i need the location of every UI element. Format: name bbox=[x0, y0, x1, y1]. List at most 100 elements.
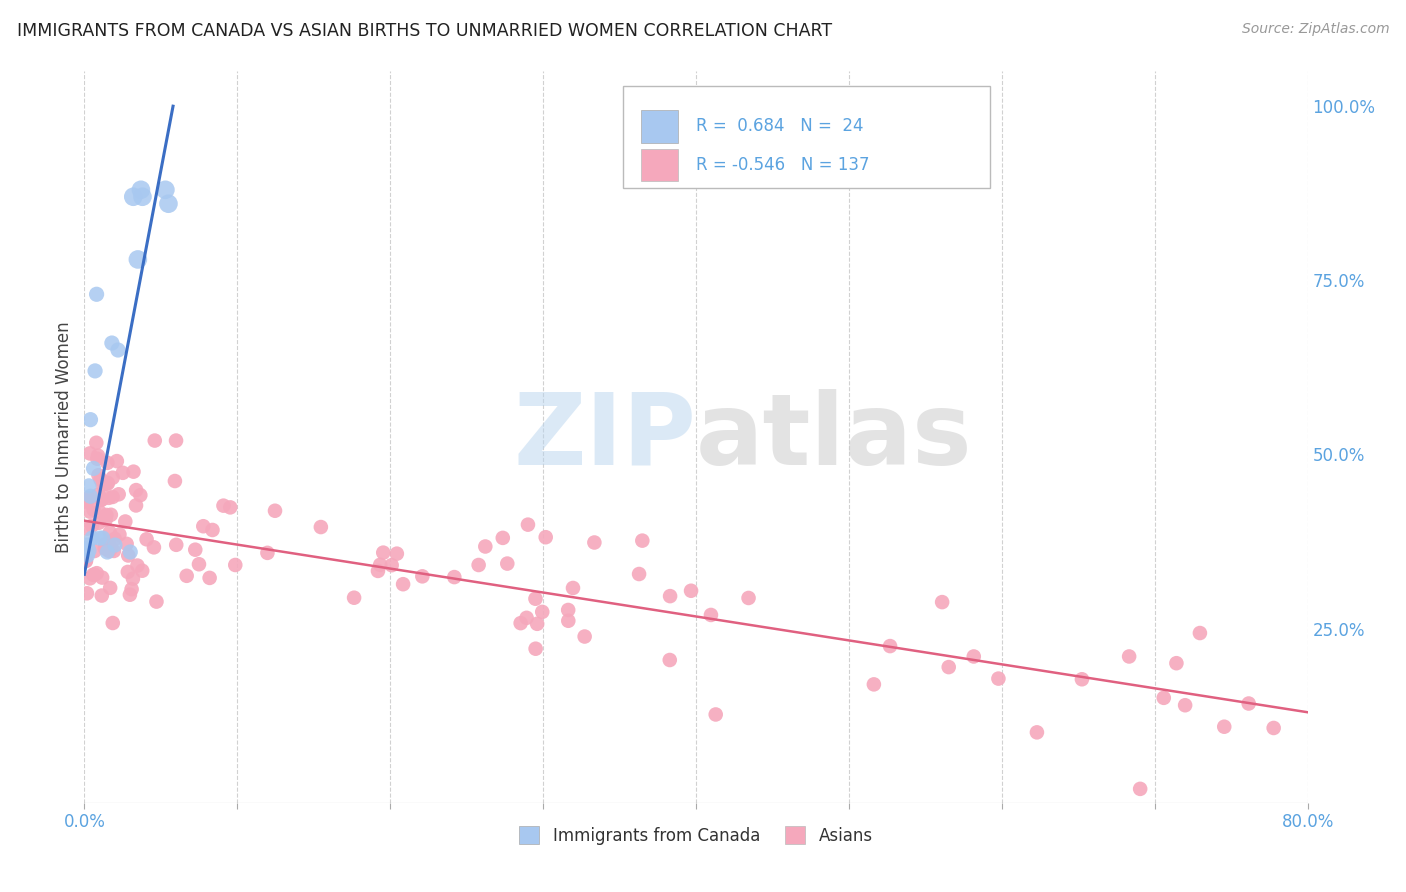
Point bbox=[385, 547, 408, 561]
Point bbox=[122, 190, 145, 204]
Point bbox=[135, 533, 157, 547]
Bar bbox=[641, 110, 678, 143]
Point bbox=[97, 476, 120, 491]
Point bbox=[121, 582, 143, 597]
Point bbox=[97, 537, 120, 551]
Point bbox=[443, 570, 465, 584]
Point bbox=[89, 472, 111, 486]
Point bbox=[91, 478, 114, 492]
Point bbox=[367, 564, 389, 578]
Point bbox=[98, 525, 121, 540]
Point bbox=[309, 520, 332, 534]
Point bbox=[1174, 698, 1197, 713]
Point bbox=[107, 343, 129, 357]
Point bbox=[98, 544, 121, 558]
Point bbox=[1237, 697, 1260, 711]
Point bbox=[100, 541, 122, 556]
Point bbox=[93, 477, 115, 491]
Point bbox=[79, 489, 101, 503]
Point bbox=[373, 546, 395, 560]
Text: Source: ZipAtlas.com: Source: ZipAtlas.com bbox=[1241, 22, 1389, 37]
Point bbox=[103, 544, 125, 558]
Point bbox=[198, 571, 221, 585]
Point bbox=[516, 611, 538, 625]
Text: R =  0.684   N =  24: R = 0.684 N = 24 bbox=[696, 117, 863, 136]
Point bbox=[89, 505, 111, 519]
Point bbox=[104, 538, 127, 552]
Point bbox=[104, 532, 127, 546]
Point bbox=[96, 475, 118, 490]
Point bbox=[115, 537, 138, 551]
Point bbox=[84, 435, 107, 450]
Point bbox=[76, 538, 98, 552]
Point bbox=[86, 451, 108, 466]
Text: R = -0.546   N = 137: R = -0.546 N = 137 bbox=[696, 156, 869, 174]
Point bbox=[474, 540, 496, 554]
Point bbox=[122, 572, 145, 586]
Point bbox=[737, 591, 759, 605]
Point bbox=[97, 491, 120, 505]
Point bbox=[75, 494, 97, 508]
Point bbox=[120, 545, 142, 559]
Point bbox=[75, 541, 97, 556]
Point bbox=[75, 553, 97, 567]
Point bbox=[188, 558, 211, 572]
Point bbox=[94, 537, 117, 551]
Point bbox=[184, 542, 207, 557]
Point bbox=[87, 449, 110, 463]
Point bbox=[82, 567, 104, 582]
Text: IMMIGRANTS FROM CANADA VS ASIAN BIRTHS TO UNMARRIED WOMEN CORRELATION CHART: IMMIGRANTS FROM CANADA VS ASIAN BIRTHS T… bbox=[17, 22, 832, 40]
Bar bbox=[641, 149, 678, 181]
Point bbox=[75, 554, 97, 568]
Point bbox=[107, 487, 129, 501]
Point bbox=[562, 581, 585, 595]
Point bbox=[101, 471, 124, 485]
Point bbox=[117, 549, 139, 563]
Point bbox=[96, 508, 118, 522]
Point bbox=[131, 190, 153, 204]
Point bbox=[89, 531, 111, 545]
Point bbox=[1129, 781, 1152, 796]
Point bbox=[155, 183, 177, 197]
Point bbox=[100, 508, 122, 522]
Point bbox=[142, 541, 165, 555]
Point bbox=[127, 558, 149, 573]
Point bbox=[77, 543, 100, 558]
Y-axis label: Births to Unmarried Women: Births to Unmarried Women bbox=[55, 321, 73, 553]
Point bbox=[534, 530, 557, 544]
Point bbox=[1071, 673, 1094, 687]
Point bbox=[83, 567, 105, 582]
Point bbox=[77, 491, 100, 505]
Point bbox=[129, 488, 152, 502]
Point bbox=[125, 483, 148, 497]
Point bbox=[392, 577, 415, 591]
Point bbox=[91, 571, 114, 585]
Point bbox=[96, 456, 118, 470]
Point bbox=[87, 468, 110, 483]
Point bbox=[157, 196, 180, 211]
Legend: Immigrants from Canada, Asians: Immigrants from Canada, Asians bbox=[510, 818, 882, 853]
Point bbox=[681, 583, 703, 598]
Point bbox=[987, 672, 1010, 686]
Point bbox=[509, 616, 531, 631]
Point bbox=[700, 607, 723, 622]
Point bbox=[101, 615, 124, 630]
Point bbox=[524, 591, 547, 606]
Point bbox=[557, 603, 579, 617]
Point bbox=[496, 557, 519, 571]
Point bbox=[863, 677, 886, 691]
Point bbox=[101, 336, 124, 351]
Point bbox=[165, 538, 187, 552]
Point bbox=[467, 558, 489, 572]
Point bbox=[1166, 656, 1188, 670]
FancyBboxPatch shape bbox=[623, 86, 990, 188]
Point bbox=[381, 558, 404, 573]
Point bbox=[76, 549, 98, 563]
Point bbox=[111, 466, 134, 480]
Point bbox=[176, 569, 198, 583]
Point bbox=[1213, 720, 1236, 734]
Point bbox=[91, 492, 114, 507]
Point bbox=[492, 531, 515, 545]
Point bbox=[83, 502, 105, 516]
Text: atlas: atlas bbox=[696, 389, 973, 485]
